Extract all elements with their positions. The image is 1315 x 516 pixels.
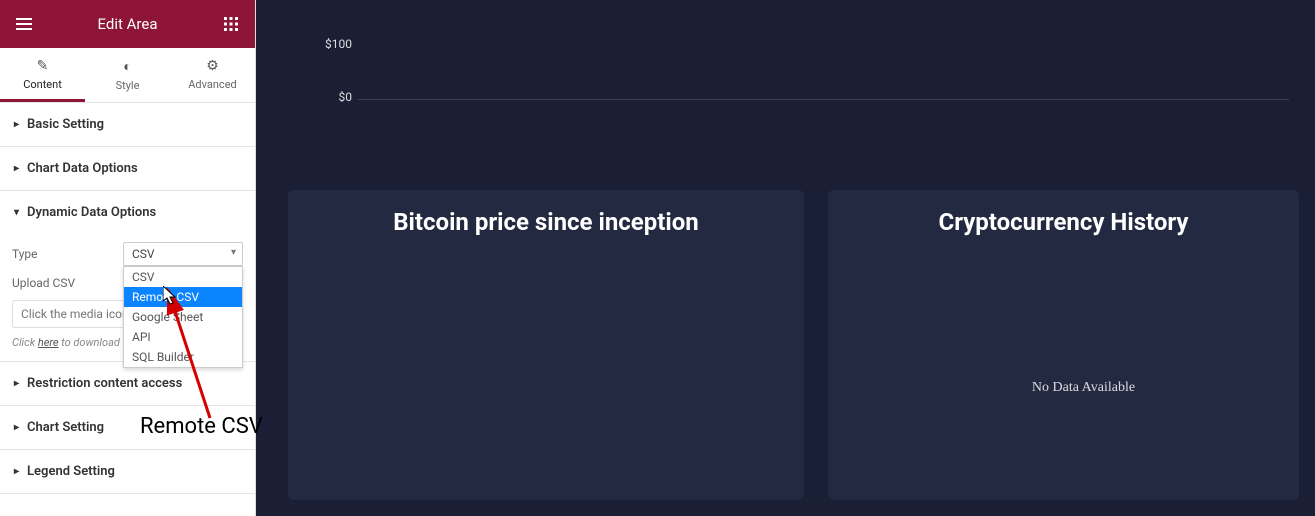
tab-label: Style	[116, 79, 140, 92]
y-axis-label: $0	[339, 90, 353, 104]
chevron-down-icon: ▾	[14, 207, 19, 218]
section-dynamic-data-options[interactable]: ▾ Dynamic Data Options	[0, 191, 255, 234]
tab-advanced[interactable]: ⚙ Advanced	[170, 48, 255, 102]
tab-content[interactable]: ✎ Content	[0, 48, 85, 102]
section-basic-setting[interactable]: ▸ Basic Setting	[0, 103, 255, 146]
panel-title: Bitcoin price since inception	[310, 208, 782, 236]
section-chart-data-options[interactable]: ▸ Chart Data Options	[0, 147, 255, 190]
top-bar-chart: $100 $0	[288, 0, 1299, 180]
panel-title: Cryptocurrency History	[850, 208, 1277, 236]
dropdown-option-remote-csv[interactable]: Remote CSV	[124, 287, 242, 307]
section-label: Chart Data Options	[27, 161, 138, 176]
chevron-right-icon: ▸	[14, 119, 19, 130]
no-data-message: No Data Available	[888, 380, 1279, 396]
bitcoin-price-panel: Bitcoin price since inception	[288, 190, 804, 500]
line-chart-area	[348, 270, 784, 490]
type-label: Type	[12, 247, 123, 261]
chevron-right-icon: ▸	[14, 466, 19, 477]
section-label: Chart Setting	[27, 420, 104, 435]
apps-grid-icon[interactable]	[219, 17, 243, 31]
section-label: Basic Setting	[27, 117, 104, 132]
dropdown-option-api[interactable]: API	[124, 327, 242, 347]
pencil-icon: ✎	[0, 58, 85, 74]
tab-label: Content	[23, 78, 62, 91]
sidebar-header: Edit Area	[0, 0, 255, 48]
annotation-label: Remote CSV	[140, 414, 263, 439]
tab-label: Advanced	[188, 78, 236, 91]
history-chart-area: No Data Available	[888, 270, 1279, 490]
download-sample-link[interactable]: here	[38, 336, 59, 349]
menu-icon[interactable]	[12, 18, 36, 30]
section-legend-setting[interactable]: ▸ Legend Setting	[0, 450, 255, 493]
section-label: Dynamic Data Options	[27, 205, 156, 220]
section-restriction[interactable]: ▸ Restriction content access	[0, 362, 255, 405]
sidebar-title: Edit Area	[36, 15, 219, 33]
y-axis-label: $100	[325, 37, 352, 51]
dynamic-data-body: Type CSV CSV Remote CSV Google Sheet API…	[0, 234, 255, 361]
editor-tabs: ✎ Content ◐ Style ⚙ Advanced	[0, 48, 255, 103]
chevron-right-icon: ▸	[14, 163, 19, 174]
tab-style[interactable]: ◐ Style	[85, 48, 170, 102]
chevron-right-icon: ▸	[14, 422, 19, 433]
dropdown-option-google-sheet[interactable]: Google Sheet	[124, 307, 242, 327]
section-label: Restriction content access	[27, 376, 182, 391]
type-select[interactable]: CSV	[123, 242, 243, 266]
main-preview: $100 $0 Bitcoin price since inception Cry…	[256, 0, 1315, 516]
contrast-icon: ◐	[85, 58, 170, 75]
crypto-history-panel: Cryptocurrency History No Data Available	[828, 190, 1299, 500]
chevron-right-icon: ▸	[14, 378, 19, 389]
dropdown-option-csv[interactable]: CSV	[124, 267, 242, 287]
dropdown-option-sql-builder[interactable]: SQL Builder	[124, 347, 242, 367]
section-label: Legend Setting	[27, 464, 115, 479]
type-dropdown: CSV Remote CSV Google Sheet API SQL Buil…	[123, 266, 243, 368]
gear-icon: ⚙	[170, 58, 255, 74]
